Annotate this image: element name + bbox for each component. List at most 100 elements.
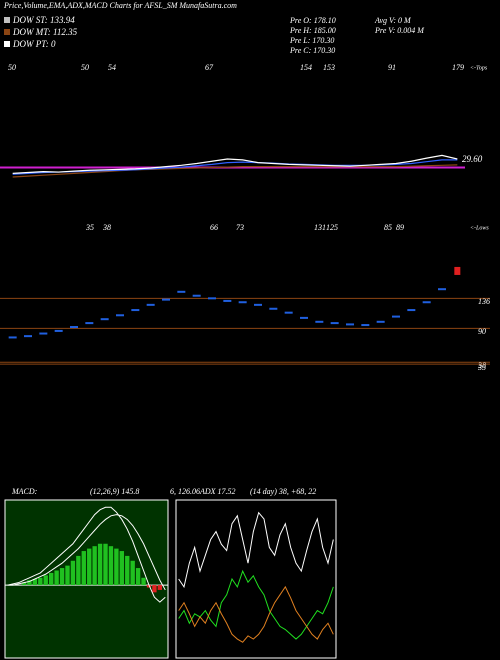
marker	[438, 288, 446, 291]
stat: Pre V: 0.004 M	[374, 26, 425, 35]
histogram-bar	[54, 570, 59, 586]
legend-entry: DOW ST: 133.94	[12, 15, 75, 25]
level-label: 90	[478, 327, 486, 336]
histogram-bar	[119, 551, 124, 586]
top-label: 154	[300, 63, 312, 72]
low-label: 131	[314, 223, 326, 232]
marker	[131, 309, 140, 312]
marker	[330, 322, 339, 325]
low-label: 125	[326, 223, 338, 232]
histogram-bar	[157, 585, 163, 590]
marker	[146, 303, 155, 306]
macd-title: MACD:	[11, 487, 38, 496]
histogram-bar	[81, 551, 86, 586]
marker	[116, 314, 124, 317]
title: Price,Volume,EMA,ADX,MACD Charts for AFS…	[3, 1, 237, 10]
histogram-bar	[103, 543, 108, 586]
marker	[269, 307, 278, 310]
marker	[392, 315, 400, 318]
tops: 50 50 54 67 154 153 91 179 <-Tops	[8, 63, 488, 72]
lows-note: <-Lows	[470, 225, 489, 231]
marker	[208, 297, 216, 300]
histogram-bar	[130, 560, 135, 586]
lows: 35 38 66 73 131 125 85 89 <-Lows	[85, 223, 489, 232]
series-line	[12, 164, 458, 178]
top-label: 50	[81, 63, 89, 72]
histogram-bar	[141, 577, 146, 586]
low-label: 38	[102, 223, 111, 232]
marker	[39, 332, 48, 335]
histogram-bar	[32, 579, 38, 586]
marker	[8, 336, 17, 339]
marker	[223, 299, 232, 302]
stat: Avg V: 0 M	[374, 16, 412, 25]
histogram-bar	[43, 575, 48, 586]
histogram-bar	[108, 546, 114, 586]
marker	[315, 320, 324, 323]
legend-swatch	[4, 29, 10, 35]
histogram-bar	[38, 577, 43, 586]
marker	[361, 324, 370, 327]
histogram-bar	[21, 582, 27, 586]
stat: Pre C: 170.30	[289, 46, 335, 55]
marker	[85, 322, 94, 325]
macd-extra: 6, 126.06	[170, 487, 200, 496]
top-label: 153	[323, 63, 335, 72]
histogram-bar	[65, 565, 70, 586]
marker	[454, 266, 461, 275]
marker	[376, 320, 385, 323]
marker	[407, 309, 416, 312]
marker	[54, 329, 63, 332]
marker	[238, 301, 247, 304]
top-label: 67	[205, 63, 214, 72]
series-line	[178, 569, 334, 640]
histogram-bar	[152, 585, 157, 593]
histogram-bar	[87, 548, 92, 586]
histogram-bar	[27, 580, 32, 586]
histogram-bar	[97, 543, 103, 586]
legend-entry: DOW PT: 0	[12, 39, 56, 49]
last-label: 29.60	[462, 154, 483, 164]
marker	[346, 323, 354, 326]
top-label: 179	[452, 63, 464, 72]
marker	[162, 298, 170, 301]
adx-title: ADX 17.52	[199, 487, 236, 496]
series-line	[12, 154, 458, 174]
low-label: 35	[85, 223, 94, 232]
level-label: 136	[478, 297, 490, 306]
level-label: 35	[477, 363, 486, 372]
histogram-bar	[70, 560, 76, 586]
histogram-bar	[49, 572, 54, 586]
panel-frame	[175, 499, 337, 659]
level-label: 38	[477, 361, 486, 370]
adx-params: (14 day) 38, +68, 22	[250, 487, 316, 496]
macd-params: (12,26,9) 145.8	[90, 487, 139, 496]
series-line	[7, 506, 166, 603]
low-label: 85	[384, 223, 392, 232]
histogram-bar	[114, 548, 119, 586]
histogram-bar	[76, 555, 81, 586]
marker	[254, 303, 262, 306]
marker	[192, 294, 201, 297]
marker	[300, 316, 308, 319]
legend-swatch	[4, 41, 10, 47]
low-label: 66	[210, 223, 218, 232]
marker	[177, 290, 186, 293]
legend-swatch	[4, 17, 10, 23]
stat: Pre O: 178.10	[289, 16, 336, 25]
marker	[70, 326, 78, 329]
stat: Pre L: 170.30	[289, 36, 334, 45]
marker	[24, 335, 32, 338]
low-label: 89	[396, 223, 404, 232]
low-label: 73	[236, 223, 244, 232]
histogram-bar	[92, 546, 97, 586]
stat: Pre H: 185.00	[289, 26, 336, 35]
series-line	[178, 585, 334, 643]
legend-entry: DOW MT: 112.35	[12, 27, 78, 37]
top-label: 50	[8, 63, 16, 72]
top-label: 54	[108, 63, 116, 72]
marker	[422, 301, 431, 304]
histogram-bar	[125, 555, 130, 586]
